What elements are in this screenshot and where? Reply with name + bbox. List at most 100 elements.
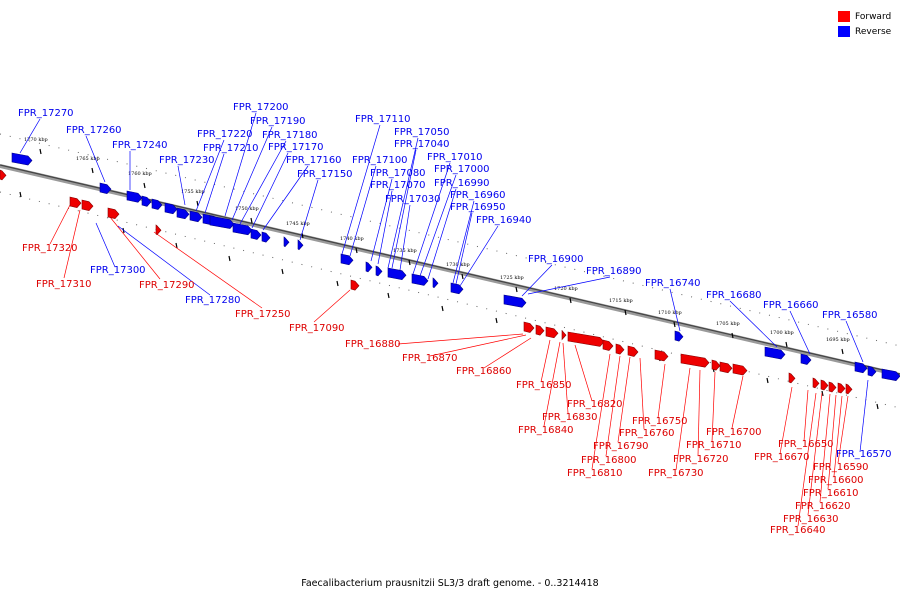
- gene-label-fpr_16890[interactable]: FPR_16890: [586, 266, 642, 277]
- gene-label-fpr_16860[interactable]: FPR_16860: [456, 366, 512, 377]
- reverse-gene-arrow[interactable]: [141, 195, 152, 207]
- gene-label-fpr_17240[interactable]: FPR_17240: [112, 140, 168, 151]
- gene-label-fpr_16640[interactable]: FPR_16640: [770, 525, 826, 536]
- gene-label-fpr_17220[interactable]: FPR_17220: [197, 129, 253, 140]
- reverse-gene-arrow[interactable]: [250, 228, 262, 240]
- gene-label-fpr_17180[interactable]: FPR_17180: [262, 130, 318, 141]
- reverse-gene-arrow[interactable]: [151, 198, 163, 210]
- gene-label-fpr_17310[interactable]: FPR_17310: [36, 279, 92, 290]
- gene-label-fpr_16880[interactable]: FPR_16880: [345, 339, 401, 350]
- gene-label-fpr_16830[interactable]: FPR_16830: [542, 412, 598, 423]
- reverse-gene-arrow[interactable]: [261, 231, 271, 243]
- gene-label-fpr_16580[interactable]: FPR_16580: [822, 310, 878, 321]
- gene-label-fpr_16960[interactable]: FPR_16960: [450, 190, 506, 201]
- forward-gene-arrow[interactable]: [155, 224, 162, 236]
- gene-label-fpr_16850[interactable]: FPR_16850: [516, 380, 572, 391]
- gene-label-fpr_17050[interactable]: FPR_17050: [394, 127, 450, 138]
- reverse-gene-arrow[interactable]: [164, 202, 178, 215]
- gene-label-fpr_16840[interactable]: FPR_16840: [518, 425, 574, 436]
- gene-label-fpr_16940[interactable]: FPR_16940: [476, 215, 532, 226]
- reverse-gene-arrow[interactable]: [387, 267, 407, 281]
- forward-gene-arrow[interactable]: [828, 381, 837, 393]
- forward-gene-arrow[interactable]: [81, 199, 94, 211]
- reverse-gene-arrow[interactable]: [411, 273, 429, 286]
- gene-label-fpr_17210[interactable]: FPR_17210: [203, 143, 259, 154]
- gene-label-fpr_16610[interactable]: FPR_16610: [803, 488, 859, 499]
- gene-label-fpr_17160[interactable]: FPR_17160: [286, 155, 342, 166]
- gene-label-fpr_16750[interactable]: FPR_16750: [632, 416, 688, 427]
- gene-label-fpr_17270[interactable]: FPR_17270: [18, 108, 74, 119]
- gene-label-fpr_16820[interactable]: FPR_16820: [567, 399, 623, 410]
- forward-gene-arrow[interactable]: [654, 349, 669, 362]
- forward-gene-arrow[interactable]: [627, 345, 639, 357]
- forward-gene-arrow[interactable]: [107, 207, 120, 219]
- gene-label-fpr_17100[interactable]: FPR_17100: [352, 155, 408, 166]
- reverse-gene-arrow[interactable]: [854, 361, 868, 374]
- forward-gene-arrow[interactable]: [837, 382, 846, 394]
- gene-label-fpr_16810[interactable]: FPR_16810: [567, 468, 623, 479]
- gene-label-fpr_16730[interactable]: FPR_16730: [648, 468, 704, 479]
- gene-label-fpr_16870[interactable]: FPR_16870: [402, 353, 458, 364]
- gene-label-fpr_16630[interactable]: FPR_16630: [783, 514, 839, 525]
- gene-label-fpr_17090[interactable]: FPR_17090: [289, 323, 345, 334]
- gene-label-fpr_17320[interactable]: FPR_17320: [22, 243, 78, 254]
- gene-label-fpr_16670[interactable]: FPR_16670: [754, 452, 810, 463]
- gene-label-fpr_16620[interactable]: FPR_16620: [795, 501, 851, 512]
- reverse-gene-arrow[interactable]: [867, 365, 877, 377]
- gene-label-fpr_16650[interactable]: FPR_16650: [778, 439, 834, 450]
- forward-gene-arrow[interactable]: [820, 379, 829, 391]
- gene-label-fpr_16590[interactable]: FPR_16590: [813, 462, 869, 473]
- gene-label-fpr_16740[interactable]: FPR_16740: [645, 278, 701, 289]
- gene-label-fpr_16800[interactable]: FPR_16800: [581, 455, 637, 466]
- reverse-gene-arrow[interactable]: [297, 239, 304, 251]
- forward-gene-arrow[interactable]: [711, 359, 721, 371]
- gene-label-fpr_17000[interactable]: FPR_17000: [434, 164, 490, 175]
- forward-gene-arrow[interactable]: [535, 324, 545, 336]
- gene-label-fpr_16680[interactable]: FPR_16680: [706, 290, 762, 301]
- reverse-gene-arrow[interactable]: [881, 368, 900, 382]
- reverse-gene-arrow[interactable]: [126, 190, 143, 203]
- gene-label-fpr_17260[interactable]: FPR_17260: [66, 125, 122, 136]
- gene-label-fpr_17110[interactable]: FPR_17110: [355, 114, 411, 125]
- reverse-gene-arrow[interactable]: [189, 210, 203, 223]
- gene-label-fpr_17070[interactable]: FPR_17070: [370, 180, 426, 191]
- reverse-gene-arrow[interactable]: [232, 222, 253, 236]
- forward-gene-arrow[interactable]: [0, 169, 7, 181]
- reverse-gene-arrow[interactable]: [432, 277, 439, 289]
- gene-label-fpr_16720[interactable]: FPR_16720: [673, 454, 729, 465]
- forward-gene-arrow[interactable]: [680, 353, 710, 368]
- gene-label-fpr_17300[interactable]: FPR_17300: [90, 265, 146, 276]
- reverse-gene-arrow[interactable]: [283, 236, 290, 248]
- gene-label-fpr_16990[interactable]: FPR_16990: [434, 178, 490, 189]
- gene-label-fpr_17230[interactable]: FPR_17230: [159, 155, 215, 166]
- gene-label-fpr_16700[interactable]: FPR_16700: [706, 427, 762, 438]
- gene-label-fpr_17080[interactable]: FPR_17080: [370, 168, 426, 179]
- reverse-gene-arrow[interactable]: [764, 346, 786, 360]
- reverse-gene-arrow[interactable]: [99, 182, 112, 194]
- forward-gene-arrow[interactable]: [812, 377, 820, 389]
- forward-gene-arrow[interactable]: [567, 331, 605, 347]
- gene-label-fpr_16710[interactable]: FPR_16710: [686, 440, 742, 451]
- forward-gene-arrow[interactable]: [561, 330, 567, 341]
- reverse-gene-arrow[interactable]: [209, 215, 235, 229]
- reverse-gene-arrow[interactable]: [674, 330, 684, 342]
- gene-label-fpr_17200[interactable]: FPR_17200: [233, 102, 289, 113]
- reverse-gene-arrow[interactable]: [340, 253, 354, 266]
- reverse-gene-arrow[interactable]: [375, 265, 383, 277]
- reverse-gene-arrow[interactable]: [800, 353, 812, 365]
- forward-gene-arrow[interactable]: [602, 339, 614, 351]
- gene-label-fpr_17150[interactable]: FPR_17150: [297, 169, 353, 180]
- gene-label-fpr_17190[interactable]: FPR_17190: [250, 116, 306, 127]
- gene-label-fpr_17250[interactable]: FPR_17250: [235, 309, 291, 320]
- gene-label-fpr_17030[interactable]: FPR_17030: [385, 194, 441, 205]
- reverse-gene-arrow[interactable]: [176, 207, 190, 220]
- gene-label-fpr_17290[interactable]: FPR_17290: [139, 280, 195, 291]
- forward-gene-arrow[interactable]: [69, 196, 82, 208]
- gene-label-fpr_16950[interactable]: FPR_16950: [450, 202, 506, 213]
- gene-label-fpr_16900[interactable]: FPR_16900: [528, 254, 584, 265]
- forward-gene-arrow[interactable]: [719, 361, 733, 374]
- gene-label-fpr_17170[interactable]: FPR_17170: [268, 142, 324, 153]
- gene-label-fpr_17010[interactable]: FPR_17010: [427, 152, 483, 163]
- gene-label-fpr_16570[interactable]: FPR_16570: [836, 449, 892, 460]
- reverse-gene-arrow[interactable]: [365, 261, 373, 273]
